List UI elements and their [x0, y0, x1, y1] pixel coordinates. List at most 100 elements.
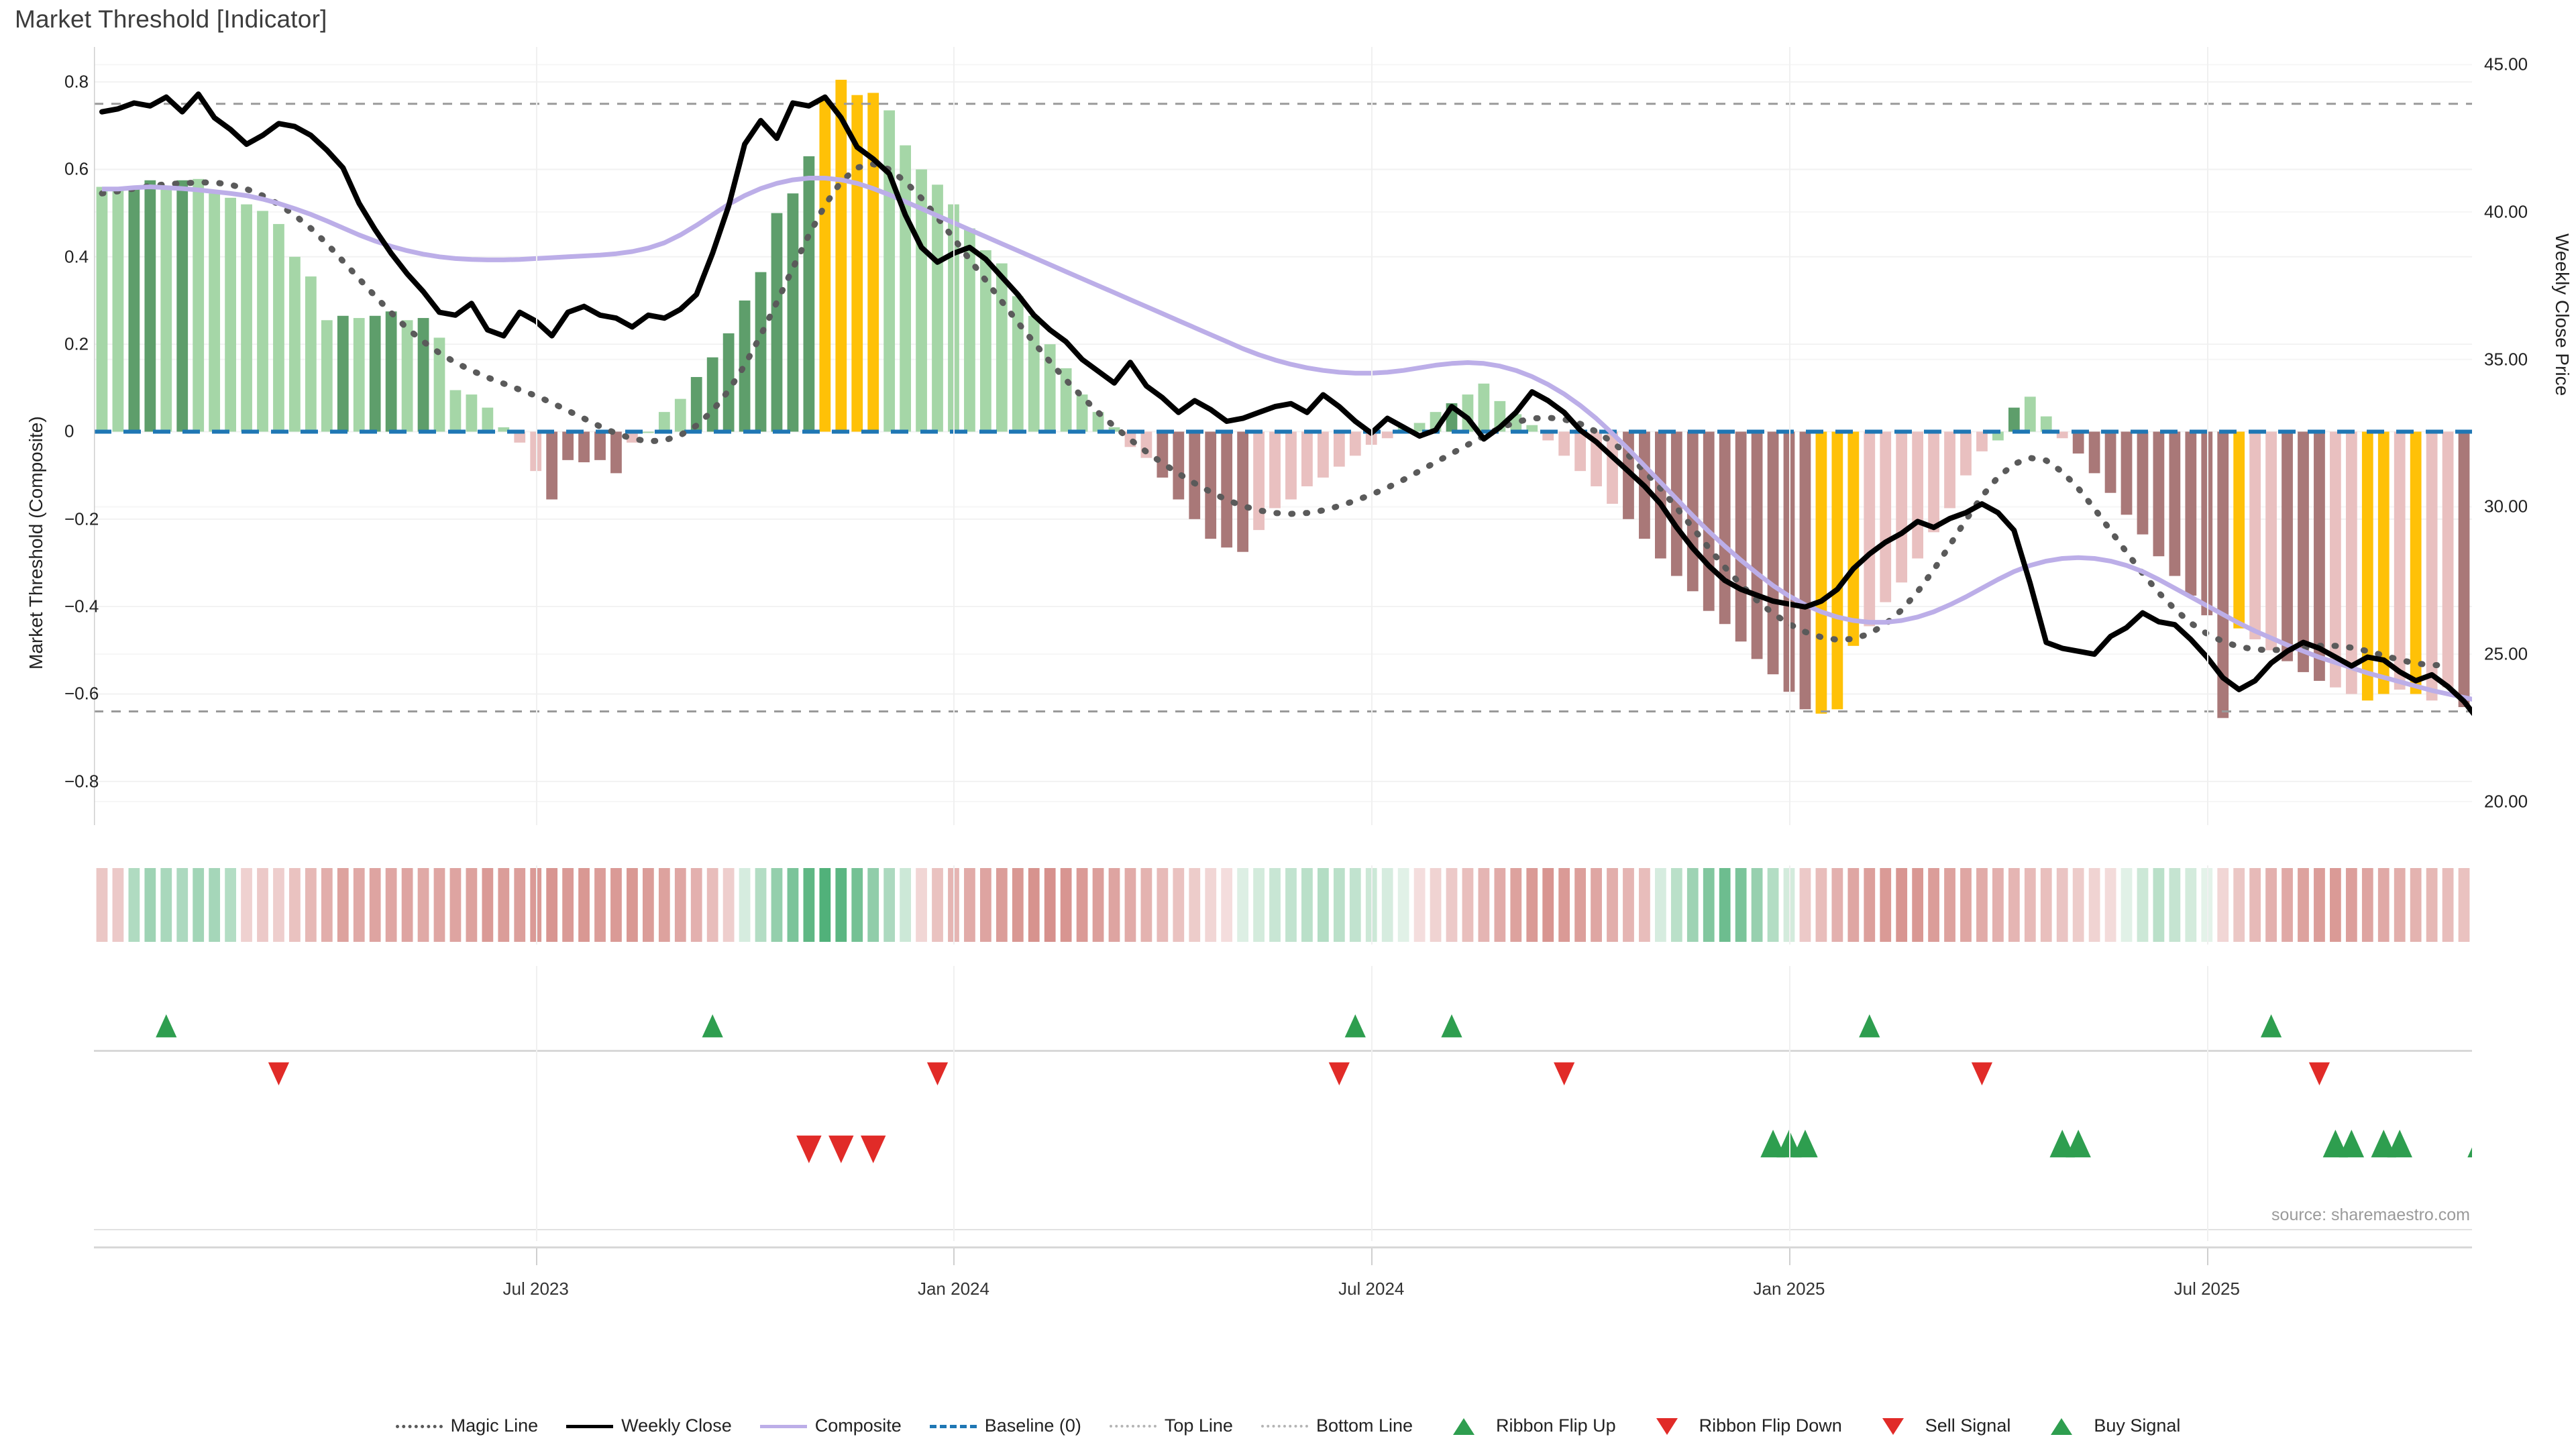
- x-axis-tick-label: Jul 2025: [2174, 1279, 2240, 1299]
- ribbon-flip-down-marker: [2308, 1062, 2330, 1085]
- x-guide-line: [953, 966, 955, 1134]
- x-guide-line: [1371, 47, 1373, 825]
- legend-label: Weekly Close: [621, 1415, 732, 1436]
- ribbon-flip-down-marker: [1971, 1062, 1993, 1085]
- buy-signal-marker: [1760, 1130, 1786, 1158]
- x-guide-line: [2206, 865, 2208, 945]
- indicator-plot: [93, 47, 2499, 825]
- legend-label: Magic Line: [450, 1415, 539, 1436]
- ribbon-flip-up-marker: [702, 1014, 723, 1038]
- x-guide-line: [1789, 966, 1790, 1134]
- left-axis-tick: 0.4: [64, 246, 89, 267]
- buy-signal-marker: [2467, 1130, 2493, 1158]
- legend-label: Baseline (0): [984, 1415, 1081, 1436]
- x-axis-tick-label: Jul 2023: [502, 1279, 569, 1299]
- x-axis-tick-mark: [2206, 1248, 2208, 1265]
- x-axis-tick-label: Jan 2025: [1753, 1279, 1825, 1299]
- x-guide-line: [953, 865, 955, 945]
- legend-item-baseline-0[interactable]: Baseline (0): [929, 1415, 1081, 1436]
- right-axis-tick: 20.00: [2484, 791, 2528, 812]
- ribbon-flip-down-marker: [1328, 1062, 1350, 1085]
- page-title: Market Threshold [Indicator]: [15, 5, 327, 33]
- ribbon-flip-up-marker: [1859, 1014, 1880, 1038]
- legend-item-buy-signal[interactable]: Buy Signal: [2039, 1415, 2180, 1436]
- right-axis-tick: 25.00: [2484, 643, 2528, 664]
- x-guide-line: [1371, 966, 1373, 1134]
- ribbon-flip-up-marker: [1441, 1014, 1462, 1038]
- buy-signal-marker: [2322, 1130, 2349, 1158]
- ribbon-flip-markers: [156, 1014, 2330, 1085]
- x-guide-line: [2206, 47, 2208, 825]
- legend-swatch-dotted-icon: [395, 1417, 443, 1435]
- sell-signal-marker: [796, 1135, 822, 1163]
- legend-item-composite[interactable]: Composite: [759, 1415, 902, 1436]
- x-guide-line: [535, 966, 537, 1134]
- legend-swatch-triU-icon: [2039, 1417, 2086, 1435]
- left-axis-tick: 0: [64, 421, 74, 441]
- x-guide-line: [2206, 1087, 2208, 1241]
- sell-signal-marker: [828, 1135, 854, 1163]
- legend-item-bottom-line[interactable]: Bottom Line: [1260, 1415, 1413, 1436]
- ribbon-flip-panel: [94, 966, 2472, 1134]
- signal-panel: [94, 1087, 2493, 1241]
- legend-swatch-dashedBlue-icon: [929, 1417, 977, 1435]
- x-guide-line: [1371, 865, 1373, 945]
- ribbon-strip-panel: [94, 865, 2472, 945]
- x-guide-line: [2206, 966, 2208, 1134]
- x-guide-line: [1789, 865, 1790, 945]
- ribbon-flip-up-marker: [156, 1014, 177, 1038]
- buy-signal-marker: [2065, 1130, 2091, 1158]
- legend-label: Ribbon Flip Up: [1496, 1415, 1616, 1436]
- legend-label: Ribbon Flip Down: [1699, 1415, 1842, 1436]
- right-axis-tick: 45.00: [2484, 54, 2528, 74]
- legend-item-ribbon-flip-up[interactable]: Ribbon Flip Up: [1441, 1415, 1616, 1436]
- ribbon-flip-down-marker: [268, 1062, 290, 1085]
- flip-axis-line: [94, 1050, 2472, 1052]
- left-axis-tick: −0.4: [64, 596, 99, 616]
- legend-swatch-purple-icon: [759, 1417, 807, 1435]
- legend-swatch-triD-icon: [1870, 1417, 1917, 1435]
- x-axis-tick-label: Jan 2024: [917, 1279, 989, 1299]
- x-guide-line: [1789, 1087, 1790, 1241]
- buy-signal-marker: [2371, 1130, 2396, 1158]
- legend-label: Sell Signal: [1925, 1415, 2011, 1436]
- legend-label: Bottom Line: [1316, 1415, 1413, 1436]
- ribbon-flip-down-marker: [1554, 1062, 1575, 1085]
- legend-label: Composite: [814, 1415, 902, 1436]
- x-axis-tick-mark: [1371, 1248, 1373, 1265]
- right-axis-tick: 30.00: [2484, 496, 2528, 517]
- legend-item-weekly-close[interactable]: Weekly Close: [566, 1415, 732, 1436]
- ribbon-flip-down-marker: [926, 1062, 949, 1085]
- legend-item-ribbon-flip-down[interactable]: Ribbon Flip Down: [1644, 1415, 1842, 1436]
- indicator-chart-panel: [93, 47, 2499, 825]
- legend-swatch-dottedLt-icon: [1260, 1417, 1308, 1435]
- left-axis-title: Market Threshold (Composite): [25, 416, 46, 669]
- x-axis-tick-mark: [1789, 1248, 1790, 1265]
- left-axis-tick: −0.2: [64, 508, 99, 529]
- x-guide-line: [535, 47, 537, 825]
- legend-label: Buy Signal: [2094, 1415, 2181, 1436]
- right-axis-tick: 40.00: [2484, 201, 2528, 222]
- bottom-divider: [94, 1229, 2472, 1230]
- legend-label: Top Line: [1164, 1415, 1233, 1436]
- x-axis-tick-mark: [535, 1248, 537, 1265]
- x-guide-line: [535, 1087, 537, 1241]
- source-note: source: sharemaestro.com: [2271, 1205, 2470, 1224]
- x-axis-tick-label: Jul 2024: [1338, 1279, 1405, 1299]
- ribbon-flip-up-marker: [2260, 1014, 2282, 1038]
- buy-signal-marker: [2049, 1130, 2075, 1158]
- legend-swatch-solid-icon: [566, 1417, 614, 1435]
- legend-item-top-line[interactable]: Top Line: [1109, 1415, 1233, 1436]
- chart-legend: Magic Line Weekly Close Composite Baseline …: [0, 1415, 2576, 1436]
- signal-markers: [796, 1130, 2493, 1163]
- right-axis-title: Weekly Close Price: [2552, 233, 2573, 396]
- buy-signal-marker: [2339, 1130, 2365, 1158]
- x-axis-tick-mark: [953, 1248, 955, 1265]
- legend-item-sell-signal[interactable]: Sell Signal: [1870, 1415, 2011, 1436]
- legend-swatch-dottedLt-icon: [1109, 1417, 1157, 1435]
- left-axis-tick: 0.6: [64, 158, 89, 179]
- legend-item-magic-line[interactable]: Magic Line: [395, 1415, 539, 1436]
- ribbon-flip-up-marker: [1344, 1014, 1366, 1038]
- x-axis-line: [94, 1246, 2472, 1248]
- right-axis-tick: 35.00: [2484, 349, 2528, 370]
